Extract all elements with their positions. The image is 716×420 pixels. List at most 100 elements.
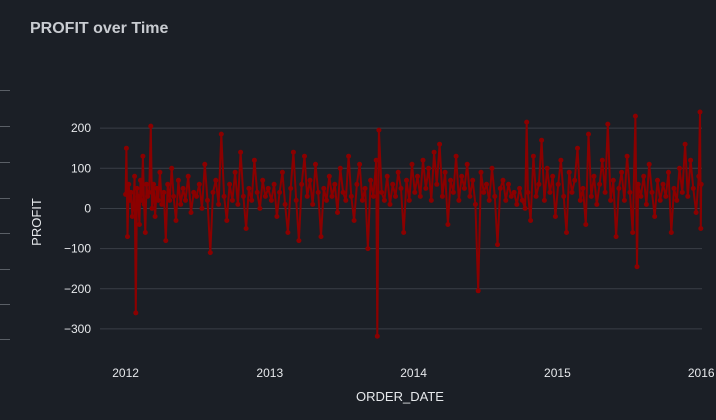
data-point [569, 189, 575, 195]
data-point [376, 127, 382, 133]
data-point [431, 149, 437, 155]
data-point [188, 210, 194, 215]
y-tick-labels: 200 100 0 −100 −200 −300 [64, 121, 91, 336]
data-point [362, 185, 368, 191]
data-point [442, 169, 448, 175]
data-point [453, 153, 459, 159]
data-point [696, 173, 702, 179]
data-point [262, 193, 268, 199]
data-point [171, 193, 177, 199]
data-point [335, 210, 340, 215]
data-point [139, 197, 145, 203]
left-edge-ticks [0, 0, 12, 420]
data-point [299, 181, 305, 187]
data-point [404, 177, 409, 183]
data-point [409, 161, 415, 167]
data-point [340, 189, 346, 195]
data-point [649, 189, 655, 195]
y-tick-label: −100 [64, 242, 91, 256]
data-point [508, 193, 514, 199]
data-point [310, 201, 316, 207]
data-point [354, 181, 360, 187]
data-point [373, 157, 379, 163]
data-point [307, 177, 313, 183]
data-point [207, 250, 213, 256]
data-point [357, 161, 363, 167]
data-point [448, 177, 454, 183]
data-point [484, 181, 489, 187]
data-point [417, 193, 423, 199]
data-point [657, 197, 663, 203]
data-point [668, 230, 674, 235]
data-point [415, 173, 420, 179]
data-point [517, 185, 523, 191]
data-point [525, 189, 531, 195]
data-point [445, 222, 451, 227]
data-point [196, 181, 202, 187]
data-point [671, 185, 677, 191]
data-point [132, 173, 138, 179]
data-point [666, 169, 671, 175]
data-point [348, 193, 354, 199]
x-tick-label: 2014 [400, 366, 427, 380]
data-point [613, 234, 619, 240]
data-point [528, 218, 534, 223]
data-point [575, 145, 580, 151]
data-point [616, 185, 622, 191]
data-point [638, 193, 644, 199]
data-point [351, 218, 357, 223]
data-point [506, 181, 511, 187]
x-tick-label: 2013 [256, 366, 283, 380]
data-point [503, 197, 509, 203]
data-point [138, 177, 143, 183]
data-point [381, 197, 387, 203]
data-point [296, 238, 302, 244]
data-point [434, 181, 440, 187]
x-tick-label: 2012 [112, 366, 139, 380]
data-point [129, 214, 135, 219]
data-point [154, 185, 160, 191]
data-point [243, 226, 249, 231]
data-point [572, 177, 578, 183]
data-point [401, 230, 407, 235]
y-tick-label: 100 [71, 161, 91, 175]
data-point [564, 230, 569, 235]
data-point [229, 197, 235, 203]
data-point [655, 177, 660, 183]
data-point [566, 169, 572, 175]
data-point [682, 141, 688, 147]
data-point [249, 197, 255, 203]
data-point [597, 181, 603, 187]
data-point [140, 153, 146, 159]
y-tick-label: 200 [71, 121, 91, 135]
data-point [450, 189, 456, 195]
data-point [293, 197, 299, 203]
data-point [128, 189, 134, 195]
profit-data-points [123, 109, 704, 339]
y-tick-label: 0 [84, 201, 91, 215]
data-point [157, 169, 163, 175]
data-point [321, 185, 327, 191]
data-point [481, 189, 487, 195]
data-point [634, 264, 640, 270]
data-point [238, 149, 244, 155]
data-point [472, 201, 478, 207]
data-point [205, 197, 210, 203]
data-point [277, 189, 283, 195]
data-point [274, 214, 280, 219]
data-point [178, 201, 184, 207]
data-point [475, 288, 481, 294]
data-point [159, 201, 165, 207]
data-point [467, 193, 473, 199]
gridlines [100, 127, 702, 330]
data-point [627, 189, 633, 195]
data-point [169, 165, 175, 171]
data-point [577, 197, 583, 203]
x-axis-label: ORDER_DATE [356, 389, 444, 404]
data-point [641, 173, 647, 179]
data-point [374, 333, 380, 339]
data-point [257, 205, 263, 211]
data-point [199, 205, 205, 211]
data-point [605, 121, 611, 127]
data-point [148, 123, 154, 129]
